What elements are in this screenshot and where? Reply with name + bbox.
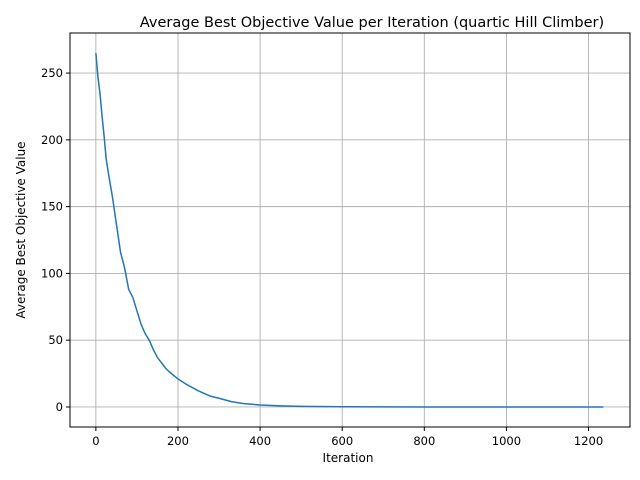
chart-title: Average Best Objective Value per Iterati… (140, 15, 604, 31)
y-tick-label: 100 (41, 266, 63, 280)
x-tick-label: 400 (249, 434, 271, 448)
plot-frame (69, 32, 631, 428)
x-axis-label: Iteration (323, 451, 374, 465)
y-tick-label: 0 (56, 400, 63, 414)
y-tick-label: 150 (41, 200, 63, 214)
x-tick-label: 1200 (574, 434, 603, 448)
y-axis-label: Average Best Objective Value (14, 141, 28, 318)
x-tick-label: 0 (92, 434, 99, 448)
series-line (95, 52, 604, 408)
series-layer (95, 52, 604, 408)
ticks: 0 200 400 600 800 1000 1200 0 50 100 150 200 250 (41, 66, 603, 448)
x-tick-label: 600 (331, 434, 353, 448)
y-tick-label: 200 (41, 133, 63, 147)
y-tick-label: 50 (48, 333, 63, 347)
x-tick-label: 200 (167, 434, 189, 448)
y-tick-label: 250 (41, 66, 63, 80)
x-tick-label: 800 (413, 434, 435, 448)
x-tick-label: 1000 (492, 434, 521, 448)
grid (70, 33, 630, 427)
